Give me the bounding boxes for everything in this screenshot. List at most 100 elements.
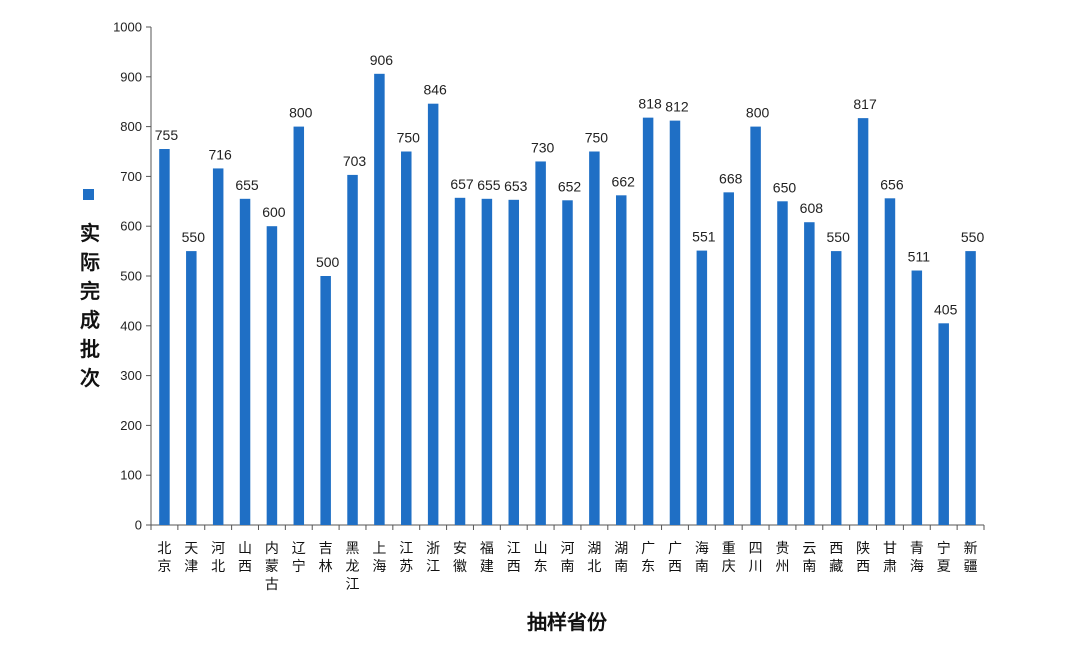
data-label: 511 [908, 249, 931, 265]
category-label-char: 南 [802, 559, 816, 575]
bar [857, 118, 869, 525]
category-label-char: 龙 [346, 559, 360, 575]
category-label-char: 海 [372, 559, 386, 575]
category-label-char: 山 [534, 541, 548, 557]
bar [911, 270, 923, 525]
category-label-char: 庆 [722, 559, 736, 575]
data-label: 800 [746, 105, 770, 121]
data-label: 750 [397, 130, 421, 146]
category-label-char: 川 [749, 559, 763, 575]
bar [186, 251, 197, 525]
bar [481, 198, 493, 525]
category-label-char: 北 [587, 559, 601, 575]
bar [535, 161, 546, 525]
category-label-char: 南 [561, 559, 575, 575]
bar [830, 251, 842, 525]
category-label-char: 徽 [453, 559, 467, 575]
category-label-char: 西 [238, 559, 252, 575]
data-label: 550 [182, 229, 206, 245]
category-label-char: 河 [211, 541, 225, 557]
category-label-char: 建 [480, 559, 494, 575]
category-label-char: 古 [265, 577, 279, 593]
category-label-char: 藏 [829, 559, 843, 575]
data-label: 730 [531, 139, 555, 155]
category-label-char: 天 [184, 541, 198, 557]
category-label-char: 北 [157, 541, 171, 557]
category-label-char: 西 [668, 559, 682, 575]
data-label: 800 [289, 105, 313, 121]
category-label-char: 广 [641, 541, 655, 557]
bar [938, 323, 949, 525]
bar [777, 201, 788, 526]
data-label: 550 [827, 229, 851, 245]
bar [239, 198, 251, 525]
data-label: 652 [558, 178, 582, 194]
category-label-char: 江 [399, 541, 413, 557]
data-label: 812 [665, 99, 689, 115]
data-label: 668 [719, 170, 743, 186]
bar [401, 151, 412, 525]
category-label-char: 西 [856, 559, 870, 575]
data-label: 405 [934, 301, 958, 317]
bar [615, 195, 627, 525]
category-label-char: 京 [157, 559, 171, 575]
category-label-char: 北 [211, 559, 225, 575]
legend-label: 实际完成批次 [80, 221, 100, 390]
category-label-char: 州 [775, 559, 789, 575]
x-axis-title: 抽样省份 [527, 610, 608, 634]
category-label-char: 西 [507, 559, 521, 575]
legend-swatch [83, 189, 94, 200]
category-label-char: 疆 [964, 559, 978, 575]
data-label: 817 [853, 96, 877, 112]
data-label: 500 [316, 254, 340, 270]
category-label-char: 新 [964, 541, 978, 557]
data-label: 750 [585, 130, 609, 146]
bar [508, 199, 520, 525]
bar [642, 117, 654, 525]
category-label-char: 海 [695, 541, 709, 557]
category-label-char: 广 [668, 541, 682, 557]
data-label: 655 [235, 177, 259, 193]
bar [454, 197, 466, 525]
y-tick-label: 200 [120, 418, 142, 433]
legend-label-char: 实 [80, 221, 100, 245]
bar [159, 149, 170, 525]
category-label-char: 东 [534, 559, 548, 575]
bar [669, 120, 681, 526]
data-label: 818 [638, 96, 662, 112]
category-label-char: 甘 [883, 541, 897, 557]
legend-label-char: 次 [80, 366, 100, 390]
category-label-char: 河 [561, 541, 575, 557]
category-label-char: 辽 [292, 541, 306, 557]
bar [427, 103, 439, 525]
legend-label-char: 成 [80, 308, 100, 332]
data-label: 550 [961, 229, 985, 245]
category-label-char: 青 [910, 541, 924, 557]
legend-label-char: 批 [80, 337, 100, 361]
category-label-char: 东 [641, 559, 655, 575]
category-label-char: 江 [507, 541, 521, 557]
category-label-char: 津 [184, 559, 198, 575]
category-label-char: 蒙 [265, 559, 279, 575]
bar [696, 250, 708, 525]
category-labels: 北京天津河北山西内蒙古辽宁吉林黑龙江上海江苏浙江安徽福建江西山东河南湖北湖南广东… [157, 540, 977, 593]
category-label-char: 南 [614, 559, 628, 575]
data-label: 656 [880, 176, 904, 192]
category-label-char: 西 [829, 541, 843, 557]
bar [212, 168, 224, 525]
data-label: 653 [504, 178, 528, 194]
data-label: 650 [773, 179, 797, 195]
category-label-char: 贵 [775, 541, 789, 557]
data-label: 703 [343, 153, 367, 169]
bar [723, 192, 734, 525]
bar [374, 73, 385, 525]
category-label-char: 上 [372, 541, 386, 557]
y-tick-label: 800 [120, 119, 142, 134]
bar [347, 174, 358, 525]
y-tick-label: 0 [135, 518, 142, 533]
bar [562, 200, 573, 526]
bar [266, 226, 278, 525]
category-label-char: 重 [722, 541, 736, 557]
category-label-char: 四 [749, 541, 763, 557]
